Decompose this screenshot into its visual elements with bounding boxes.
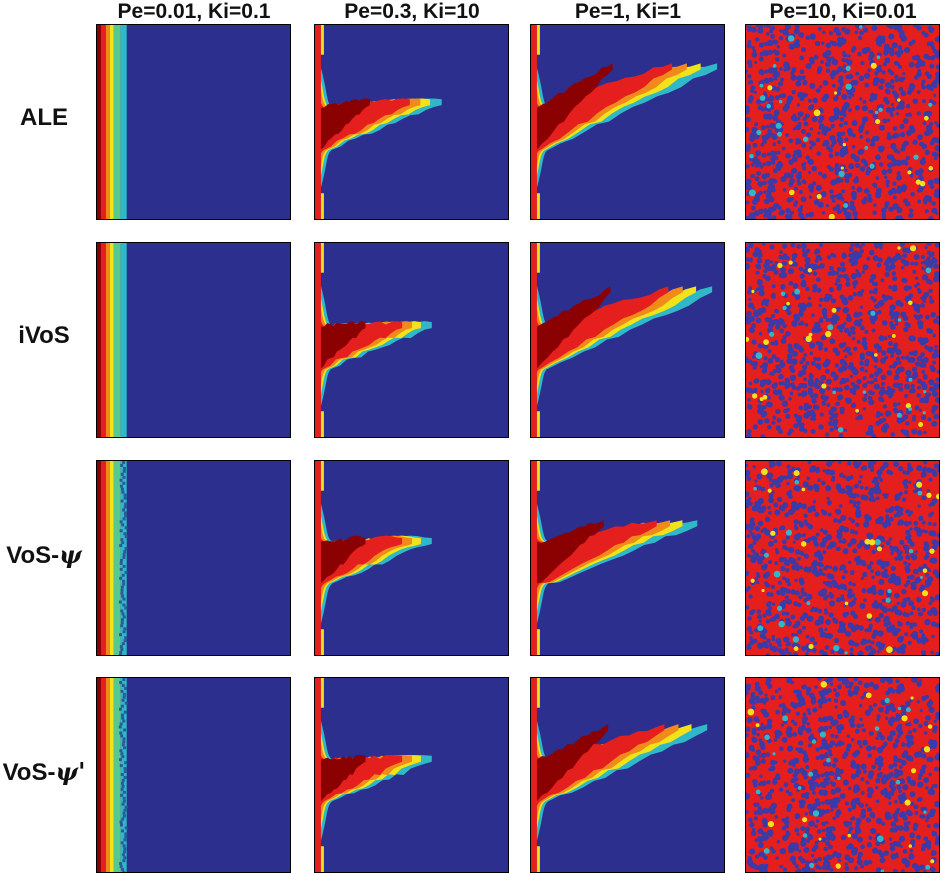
concentration-field — [746, 461, 939, 655]
concentration-field — [531, 243, 724, 437]
psi-symbol: ψ — [59, 540, 82, 569]
simulation-panel — [530, 242, 725, 438]
simulation-panel — [745, 24, 940, 220]
simulation-panel — [530, 677, 725, 873]
simulation-panel — [530, 460, 725, 656]
concentration-field — [531, 678, 724, 872]
row-title-ivos: iVoS — [0, 322, 88, 350]
simulation-panel — [96, 677, 291, 873]
concentration-field — [97, 25, 290, 219]
row-label-text: VoS- — [2, 759, 56, 786]
simulation-panel — [745, 242, 940, 438]
concentration-field — [315, 25, 508, 219]
simulation-panel — [745, 677, 940, 873]
column-title-1: Pe=0.01, Ki=0.1 — [117, 0, 271, 23]
row-title-vos-psi: VoS-ψ — [0, 540, 88, 570]
row-title-ale: ALE — [0, 104, 88, 132]
concentration-field — [315, 461, 508, 655]
row-label-text: iVoS — [18, 322, 70, 349]
simulation-panel — [96, 24, 291, 220]
simulation-panel — [530, 24, 725, 220]
row-label-text: ALE — [20, 104, 68, 131]
concentration-field — [531, 25, 724, 219]
simulation-panel — [314, 677, 509, 873]
simulation-panel — [314, 24, 509, 220]
column-title-2: Pe=0.3, Ki=10 — [344, 0, 480, 23]
simulation-panel — [96, 242, 291, 438]
concentration-field — [746, 25, 939, 219]
concentration-field — [531, 461, 724, 655]
concentration-field — [315, 678, 508, 872]
concentration-field — [97, 243, 290, 437]
psi-prime-symbol: ψ' — [55, 757, 86, 786]
simulation-panel — [745, 460, 940, 656]
simulation-panel — [314, 460, 509, 656]
column-title-3: Pe=1, Ki=1 — [574, 0, 682, 23]
concentration-field — [97, 461, 290, 655]
concentration-field — [746, 678, 939, 872]
row-label-text: VoS- — [6, 542, 60, 569]
column-title-4: Pe=10, Ki=0.01 — [769, 0, 917, 23]
concentration-field — [746, 243, 939, 437]
simulation-panel — [314, 242, 509, 438]
row-title-vos-psi-prime: VoS-ψ' — [0, 757, 88, 787]
concentration-field — [97, 678, 290, 872]
concentration-field — [315, 243, 508, 437]
simulation-panel — [96, 460, 291, 656]
